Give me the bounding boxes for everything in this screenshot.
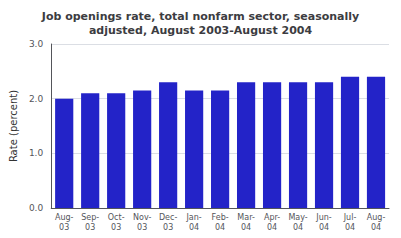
svg-text:3.0: 3.0 bbox=[29, 39, 44, 49]
svg-text:04: 04 bbox=[345, 223, 355, 232]
svg-text:04: 04 bbox=[189, 223, 199, 232]
svg-text:04: 04 bbox=[293, 223, 303, 232]
svg-text:Feb-: Feb- bbox=[212, 213, 229, 222]
svg-text:2.0: 2.0 bbox=[29, 94, 44, 104]
svg-text:03: 03 bbox=[137, 223, 147, 232]
svg-text:Jul-: Jul- bbox=[343, 213, 357, 222]
svg-text:Apr-: Apr- bbox=[264, 213, 280, 222]
svg-text:Dec-: Dec- bbox=[159, 213, 177, 222]
svg-text:Oct-: Oct- bbox=[108, 213, 125, 222]
svg-text:03: 03 bbox=[111, 223, 121, 232]
svg-text:03: 03 bbox=[59, 223, 69, 232]
svg-text:04: 04 bbox=[319, 223, 329, 232]
svg-text:Mar-: Mar- bbox=[237, 213, 255, 222]
svg-text:May-: May- bbox=[288, 213, 307, 222]
svg-text:03: 03 bbox=[163, 223, 173, 232]
svg-text:Nov-: Nov- bbox=[133, 213, 151, 222]
svg-text:Aug-: Aug- bbox=[55, 213, 74, 222]
svg-text:04: 04 bbox=[267, 223, 277, 232]
svg-text:Aug-: Aug- bbox=[367, 213, 386, 222]
svg-text:04: 04 bbox=[215, 223, 225, 232]
svg-text:04: 04 bbox=[241, 223, 251, 232]
svg-text:Jan-: Jan- bbox=[186, 213, 202, 222]
svg-text:adjusted, August 2003-August 2: adjusted, August 2003-August 2004 bbox=[89, 24, 313, 37]
svg-text:0.0: 0.0 bbox=[29, 203, 44, 213]
svg-text:Jun-: Jun- bbox=[315, 213, 332, 222]
svg-text:03: 03 bbox=[85, 223, 95, 232]
svg-text:Sep-: Sep- bbox=[81, 213, 99, 222]
svg-text:Rate (percent): Rate (percent) bbox=[8, 90, 19, 162]
svg-text:Job openings rate, total nonfa: Job openings rate, total nonfarm sector,… bbox=[41, 10, 359, 23]
svg-text:1.0: 1.0 bbox=[29, 148, 44, 158]
svg-text:04: 04 bbox=[371, 223, 381, 232]
